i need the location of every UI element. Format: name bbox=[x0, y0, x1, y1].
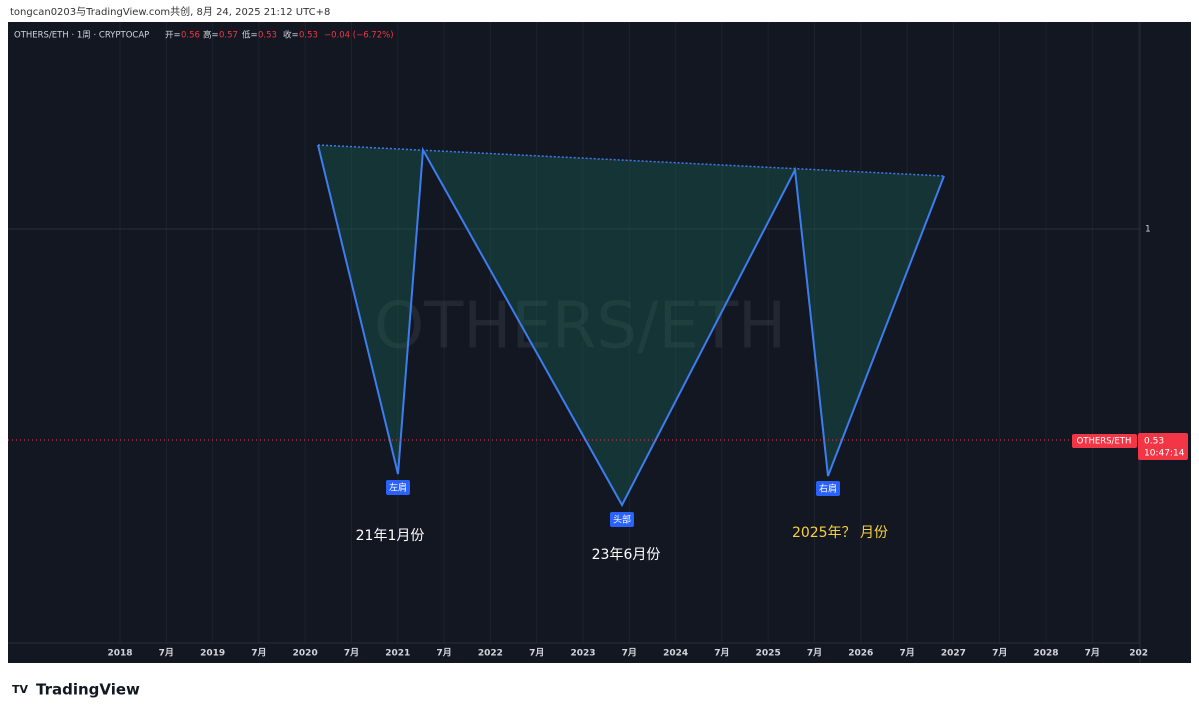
pattern-label: 右肩 bbox=[819, 483, 837, 495]
time-tick-label: 7月 bbox=[344, 648, 359, 659]
symbol-tag-text: OTHERS/ETH bbox=[1077, 437, 1132, 447]
price-tag bbox=[1138, 433, 1188, 460]
attribution: tongcan0203与TradingView.com共创, 8月 24, 20… bbox=[10, 5, 330, 18]
pattern-lines bbox=[317, 144, 945, 508]
legend-label: 高= bbox=[203, 30, 219, 41]
time-tick-label: 2018 bbox=[107, 649, 132, 659]
time-tick-label: 2028 bbox=[1033, 649, 1058, 659]
legend-value: 0.53 bbox=[299, 31, 318, 41]
time-tick-label: 2019 bbox=[200, 649, 225, 659]
time-tick-label: 2023 bbox=[570, 649, 595, 659]
watermark: OTHERS/ETH bbox=[374, 290, 786, 364]
time-tick-label: 7月 bbox=[714, 648, 729, 659]
brand: TradingView bbox=[36, 681, 140, 699]
chart-area bbox=[8, 22, 1191, 663]
time-tick-label: 2027 bbox=[941, 649, 966, 659]
price-tick: 1 bbox=[1145, 225, 1151, 235]
time-tick-label: 202 bbox=[1129, 649, 1148, 659]
legend-change: −0.04 (−6.72%) bbox=[324, 31, 394, 41]
time-tick-label: 2025 bbox=[756, 649, 781, 659]
legend-value: 0.57 bbox=[219, 31, 238, 41]
label-box bbox=[816, 481, 840, 496]
symbol-tag bbox=[1072, 434, 1137, 448]
legend-value: 0.53 bbox=[258, 31, 277, 41]
label-box bbox=[610, 512, 634, 527]
last-price: 0.53 bbox=[1144, 437, 1164, 447]
legend: OTHERS/ETH · 1周 · CRYPTOCAP 开= 0.56 高= 0… bbox=[14, 30, 394, 41]
time-tick-label: 7月 bbox=[251, 648, 266, 659]
legend-title: OTHERS/ETH · 1周 · CRYPTOCAP bbox=[14, 31, 149, 41]
legend-value: 0.56 bbox=[181, 31, 200, 41]
annotation: 23年6月份 bbox=[592, 547, 661, 563]
countdown: 10:47:14 bbox=[1144, 449, 1185, 459]
time-tick-label: 2020 bbox=[293, 649, 318, 659]
time-tick-label: 7月 bbox=[529, 648, 544, 659]
time-tick-label: 7月 bbox=[807, 648, 822, 659]
annotation: 21年1月份 bbox=[356, 528, 425, 544]
label-box bbox=[386, 480, 410, 495]
time-axis: 2018 7月 2019 7月 2020 7月 2021 7月 2022 7月 2023 7月 2024… bbox=[107, 648, 1148, 659]
time-tick-label: 2022 bbox=[478, 649, 503, 659]
pattern-label: 头部 bbox=[613, 514, 631, 526]
time-tick-label: 7月 bbox=[436, 648, 451, 659]
logo-mark: TV bbox=[12, 683, 29, 696]
legend-label: 开= bbox=[165, 31, 181, 41]
grid bbox=[119, 22, 1140, 643]
time-tick-label: 7月 bbox=[1085, 648, 1100, 659]
legend-label: 低= bbox=[242, 30, 258, 41]
time-tick-label: 2024 bbox=[663, 649, 688, 659]
time-tick-label: 7月 bbox=[622, 648, 637, 659]
annotation: 2025年？ 月份 bbox=[792, 525, 888, 541]
time-tick-label: 7月 bbox=[992, 648, 1007, 659]
pattern-fill bbox=[318, 145, 944, 505]
time-tick-label: 7月 bbox=[899, 648, 914, 659]
legend-label: 收= bbox=[283, 30, 299, 41]
time-tick-label: 2026 bbox=[848, 649, 873, 659]
time-tick-label: 2021 bbox=[385, 649, 410, 659]
pattern-label: 左肩 bbox=[389, 482, 407, 494]
time-tick-label: 7月 bbox=[159, 648, 174, 659]
